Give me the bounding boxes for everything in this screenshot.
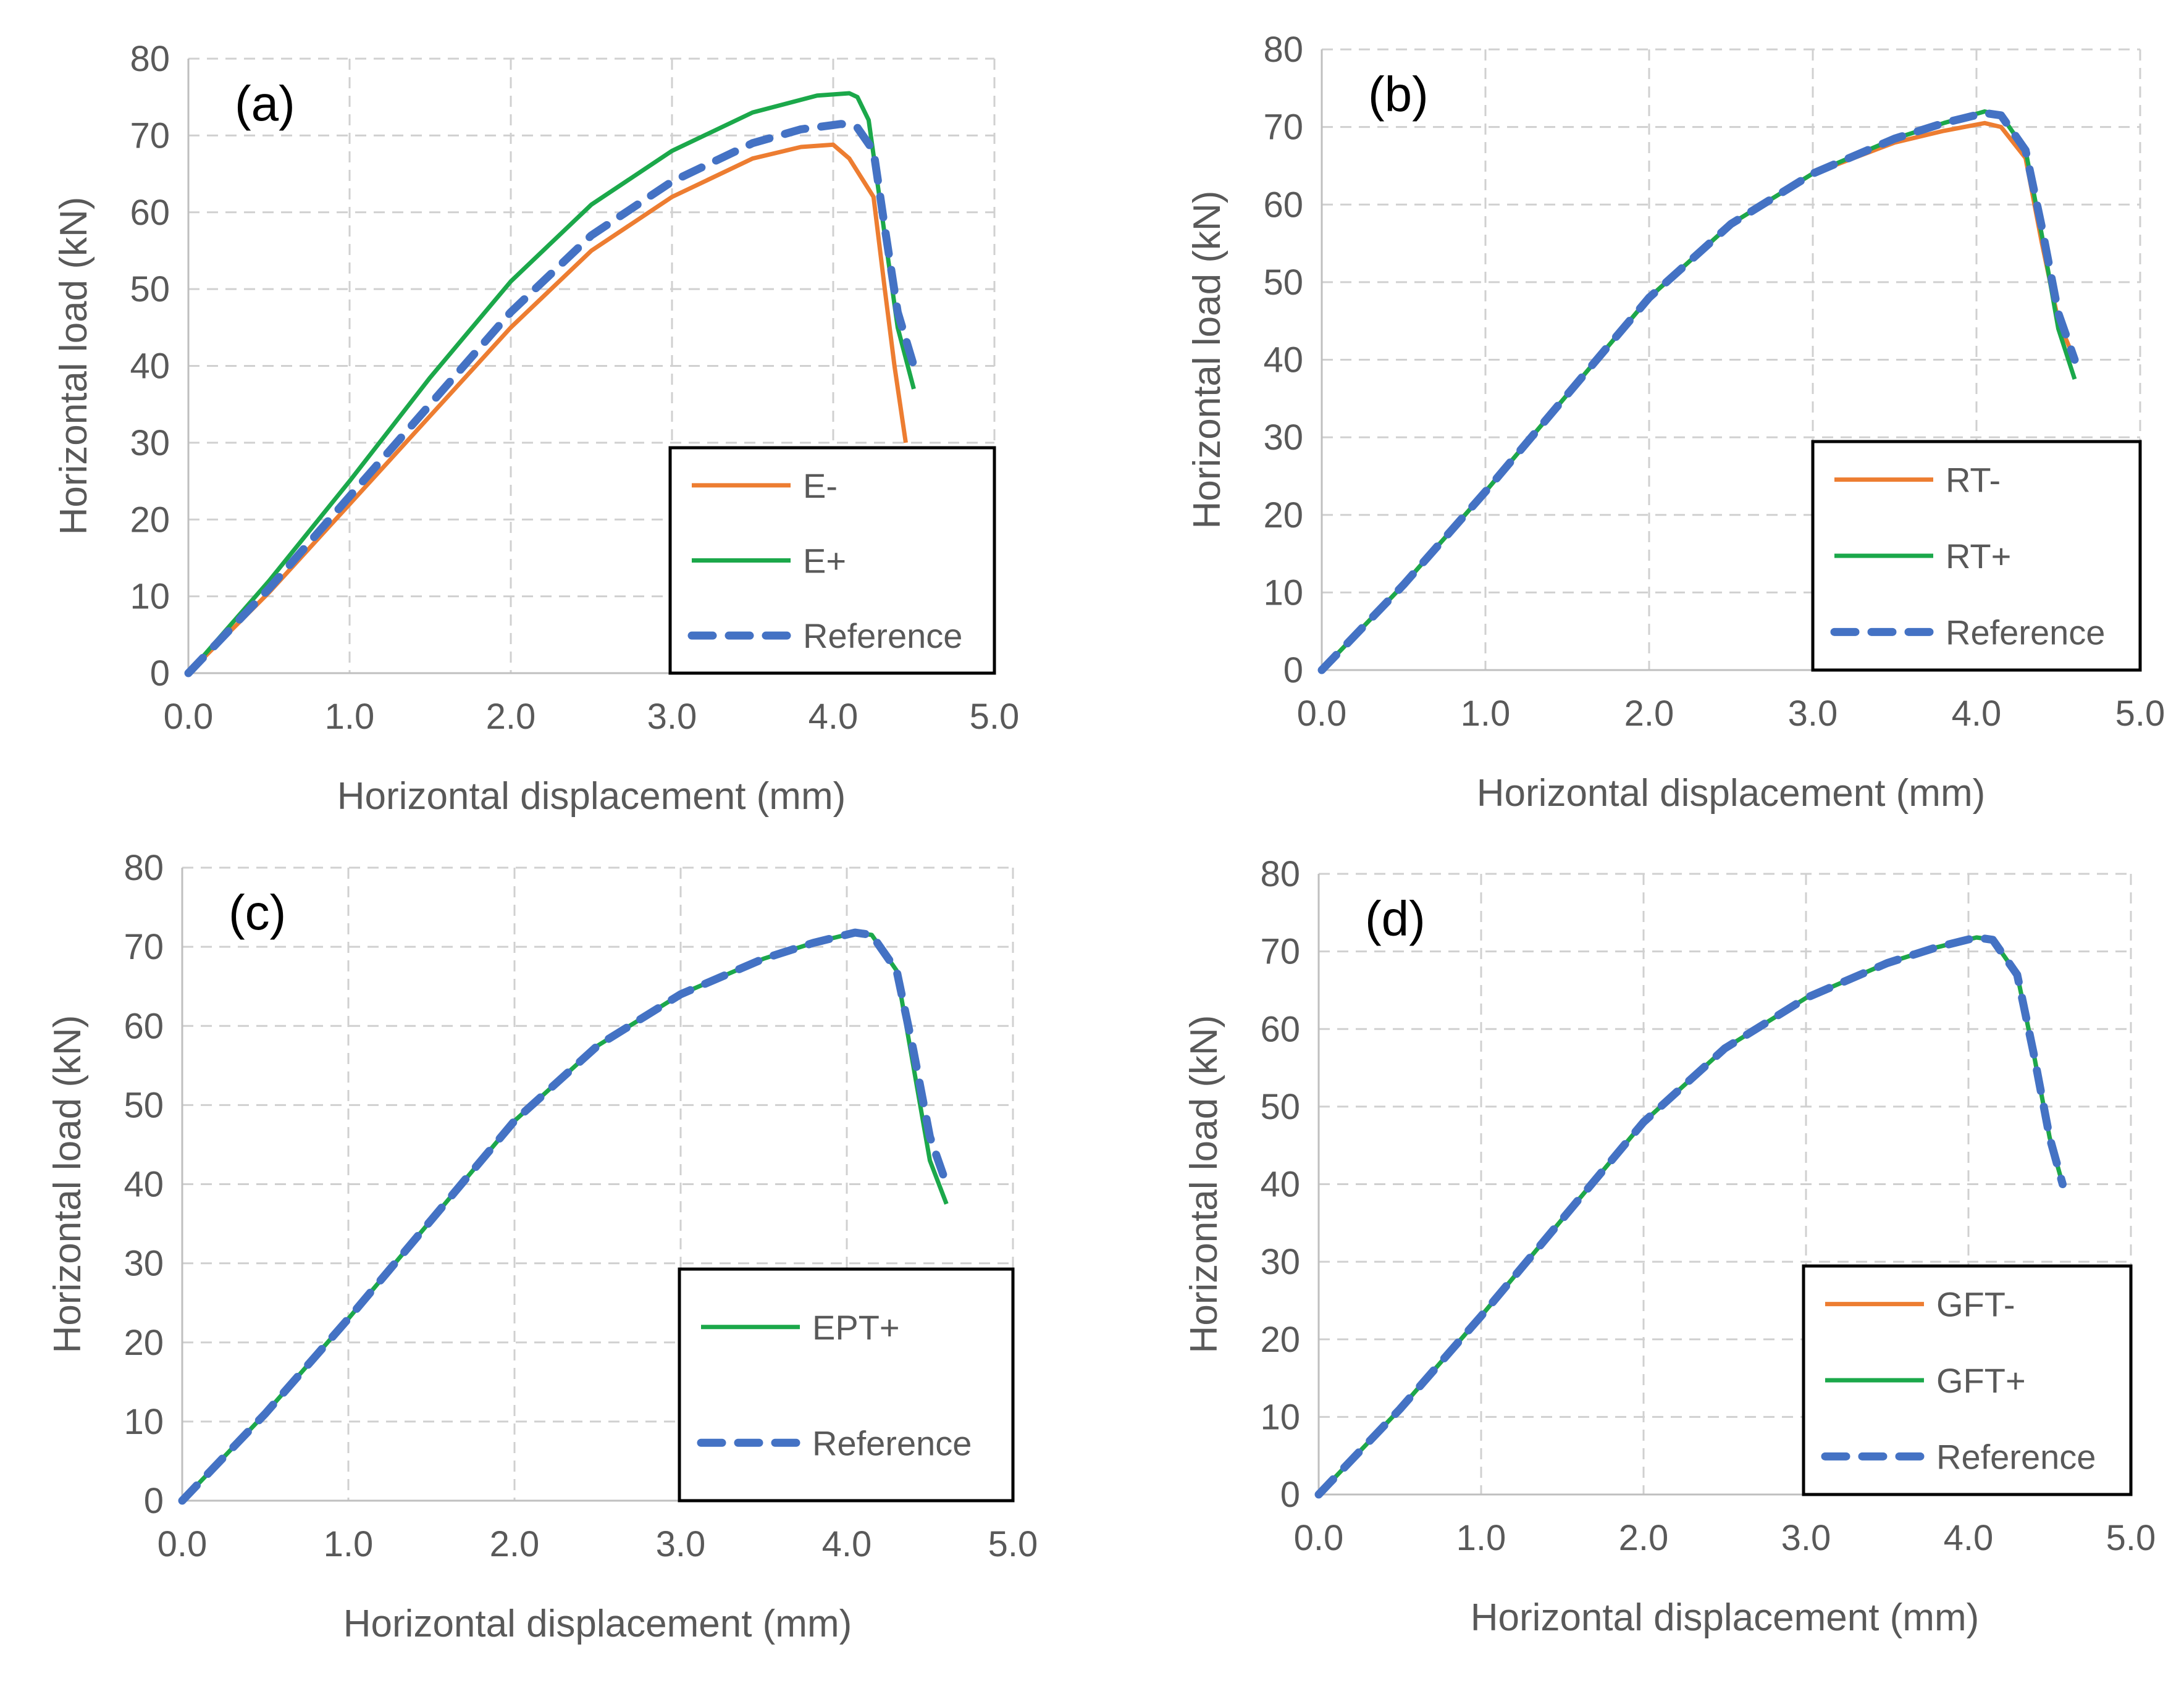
x-tick-label: 3.0 (656, 1524, 706, 1564)
x-tick-label: 2.0 (486, 697, 536, 737)
y-tick-label: 70 (1260, 932, 1300, 972)
y-tick-label: 80 (1260, 854, 1300, 894)
x-tick-label: 1.0 (1456, 1518, 1506, 1558)
legend-label: RT- (1946, 461, 2001, 500)
x-tick-label: 3.0 (647, 697, 697, 737)
y-tick-label: 40 (1260, 1165, 1300, 1205)
x-tick-label: 5.0 (988, 1524, 1038, 1564)
legend-label: EPT+ (812, 1308, 900, 1347)
x-tick-label: 4.0 (1944, 1518, 1994, 1558)
y-tick-label: 60 (1263, 185, 1303, 225)
y-tick-label: 40 (124, 1165, 164, 1205)
y-tick-label: 0 (1280, 1475, 1300, 1515)
legend: RT- RT+ Reference (1811, 440, 2142, 672)
legend: GFT- GFT+ Reference (1802, 1264, 2133, 1496)
chart-panel-2: 0 10 20 30 40 50 60 70 80 0.0 1.0 2.0 3.0 4.0 5.0 Horiz… (1186, 30, 2165, 815)
x-tick-label: 0.0 (164, 697, 214, 737)
legend-label: RT+ (1946, 537, 2011, 576)
legend: E- E+ Reference (668, 446, 996, 675)
x-tick-label: 2.0 (1619, 1518, 1669, 1558)
y-tick-label: 50 (1263, 262, 1303, 303)
y-tick-label: 10 (1260, 1397, 1300, 1437)
legend-label: Reference (1936, 1437, 2096, 1476)
x-tick-label: 3.0 (1781, 1518, 1831, 1558)
x-axis-title: Horizontal displacement (mm) (337, 775, 846, 818)
x-tick-label: 1.0 (1461, 694, 1511, 734)
x-tick-label: 1.0 (324, 1524, 374, 1564)
y-tick-label: 20 (130, 500, 170, 540)
legend-label: E+ (803, 542, 846, 581)
y-tick-label: 20 (1263, 495, 1303, 535)
y-tick-label: 70 (130, 115, 170, 156)
y-axis-title: Horizontal load (kN) (52, 197, 95, 535)
chart-panel-3: 0 10 20 30 40 50 60 70 80 0.0 1.0 2.0 3.0 4.0 5.0 Horiz… (46, 848, 1038, 1645)
series-line-Reference (184, 120, 918, 677)
panel-label: (b) (1368, 67, 1429, 122)
x-tick-label: 2.0 (1624, 694, 1674, 734)
y-tick-label: 60 (1260, 1009, 1300, 1049)
x-tick-label: 5.0 (2106, 1518, 2156, 1558)
y-tick-label: 50 (124, 1085, 164, 1125)
y-tick-label: 0 (150, 653, 170, 694)
y-tick-label: 10 (1263, 572, 1303, 613)
y-tick-label: 50 (130, 269, 170, 309)
chart-panel-1: 0 10 20 30 40 50 60 70 80 0.0 1.0 2.0 3.0 4.0 5.0 Horiz… (52, 39, 1019, 818)
y-tick-label: 30 (1263, 417, 1303, 458)
x-tick-label: 0.0 (1297, 694, 1347, 734)
y-tick-label: 0 (1283, 650, 1303, 690)
x-axis-title: Horizontal displacement (mm) (1471, 1596, 1979, 1639)
x-tick-label: 2.0 (490, 1524, 540, 1564)
y-tick-label: 0 (144, 1481, 164, 1521)
y-tick-label: 20 (1260, 1320, 1300, 1360)
legend: EPT+ Reference (678, 1267, 1015, 1503)
legend-label: Reference (803, 616, 962, 655)
legend-label: Reference (812, 1423, 972, 1462)
panel-label: (c) (229, 885, 286, 940)
y-tick-label: 50 (1260, 1087, 1300, 1127)
y-tick-label: 60 (130, 193, 170, 233)
panel-label: (a) (235, 76, 295, 131)
y-axis-title: Horizontal load (kN) (1183, 1015, 1225, 1354)
chart-panel-4: 0 10 20 30 40 50 60 70 80 0.0 1.0 2.0 3.0 4.0 5.0 Horiz… (1183, 854, 2156, 1639)
y-axis-title: Horizontal load (kN) (1186, 191, 1228, 529)
legend-label: E- (803, 466, 838, 505)
y-tick-label: 30 (124, 1244, 164, 1284)
y-tick-label: 80 (124, 848, 164, 888)
y-tick-label: 70 (124, 927, 164, 967)
x-tick-label: 1.0 (325, 697, 375, 737)
y-axis-title: Horizontal load (kN) (46, 1015, 89, 1354)
y-tick-label: 30 (130, 423, 170, 463)
series-line-Reference (1314, 933, 2067, 1499)
y-tick-label: 80 (1263, 30, 1303, 70)
x-tick-label: 4.0 (822, 1524, 872, 1564)
y-tick-label: 10 (130, 577, 170, 617)
legend-box (678, 1267, 1015, 1503)
y-tick-label: 70 (1263, 107, 1303, 148)
legend-label: GFT+ (1936, 1361, 2026, 1400)
legend-label: Reference (1946, 613, 2105, 652)
x-tick-label: 4.0 (808, 697, 859, 737)
legend-label: GFT- (1936, 1285, 2015, 1324)
x-tick-label: 0.0 (1294, 1518, 1344, 1558)
series-line-Reference (178, 928, 951, 1505)
y-tick-label: 60 (124, 1006, 164, 1046)
y-tick-label: 20 (124, 1323, 164, 1363)
y-tick-label: 10 (124, 1402, 164, 1442)
x-tick-label: 3.0 (1788, 694, 1838, 734)
x-tick-label: 4.0 (1952, 694, 2002, 734)
x-axis-title: Horizontal displacement (mm) (1477, 772, 1985, 815)
series-line-Reference (1317, 109, 2079, 674)
y-tick-label: 40 (1263, 340, 1303, 380)
panel-label: (d) (1365, 891, 1426, 946)
x-tick-label: 5.0 (970, 697, 1020, 737)
x-axis-title: Horizontal displacement (mm) (343, 1603, 852, 1645)
y-tick-label: 80 (130, 39, 170, 79)
y-tick-label: 40 (130, 346, 170, 387)
y-tick-label: 30 (1260, 1242, 1300, 1282)
x-tick-label: 0.0 (158, 1524, 208, 1564)
x-tick-label: 5.0 (2115, 694, 2165, 734)
series-line-E- (187, 142, 908, 675)
